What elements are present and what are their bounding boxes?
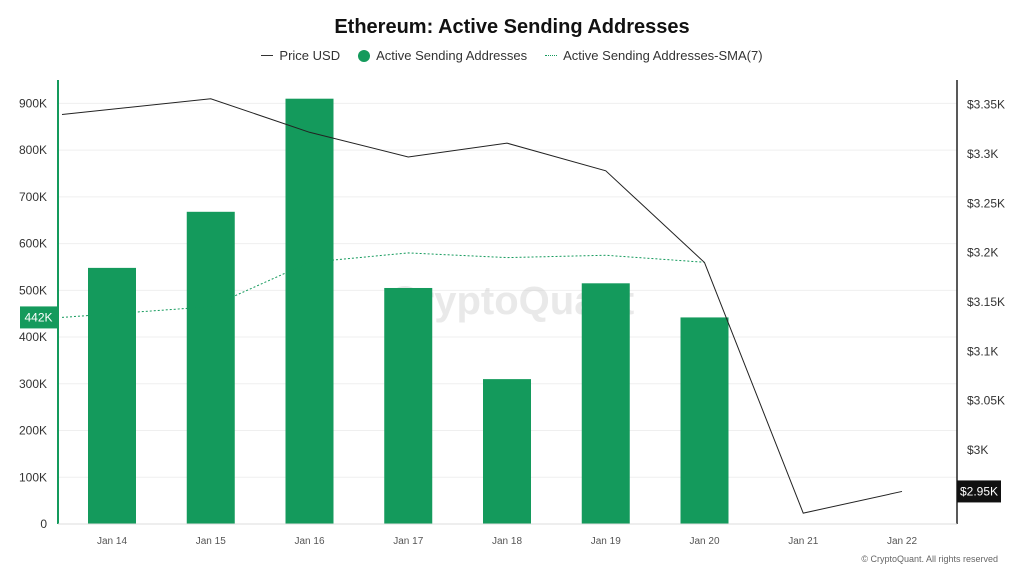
y-right-tick-label: $3.2K <box>967 246 998 260</box>
legend-dotted-line-icon <box>545 55 558 56</box>
y-left-tick-label: 200K <box>19 424 47 438</box>
y-left-tick-label: 400K <box>19 330 47 344</box>
legend-dot-icon <box>358 49 371 62</box>
chart-title: Ethereum: Active Sending Addresses <box>334 16 690 38</box>
y-left-tick-label: 300K <box>19 377 47 391</box>
bar <box>186 211 235 524</box>
y-left-tick-label: 0 <box>40 517 47 531</box>
legend-label-active-addresses: Active Sending Addresses <box>376 48 528 63</box>
bar <box>680 317 729 524</box>
y-right-tick-label: $3.1K <box>967 344 998 358</box>
y-left-tick-label: 600K <box>19 237 47 251</box>
left-value-marker <box>20 306 57 329</box>
y-right-tick-label: $3.05K <box>967 394 1005 408</box>
legend-item-price[interactable]: Price USD <box>261 48 340 63</box>
x-tick-label: Jan 21 <box>788 536 818 547</box>
legend-label-price: Price USD <box>279 48 341 63</box>
y-right-tick-label: $3.25K <box>967 196 1005 210</box>
y-right-tick-label: $3K <box>967 443 988 457</box>
x-tick-label: Jan 22 <box>887 536 917 547</box>
y-left-tick-label: 500K <box>19 283 47 297</box>
x-tick-label: Jan 20 <box>689 536 719 547</box>
x-tick-label: Jan 18 <box>492 536 522 547</box>
sma-line <box>61 252 705 318</box>
price-line <box>61 98 903 514</box>
y-right-tick-label: $3.15K <box>967 295 1005 309</box>
legend: Price USD Active Sending Addresses Activ… <box>0 48 1024 63</box>
copyright-notice: © CryptoQuant. All rights reserved <box>861 554 998 564</box>
right-value-marker-label: $2.95K <box>960 484 998 498</box>
legend-label-sma: Active Sending Addresses-SMA(7) <box>563 48 763 63</box>
x-tick-label: Jan 15 <box>196 536 226 547</box>
y-left-tick-label: 700K <box>19 190 47 204</box>
legend-item-active-addresses[interactable]: Active Sending Addresses <box>358 48 527 63</box>
y-left-tick-label: 900K <box>19 96 47 110</box>
x-tick-label: Jan 17 <box>393 536 423 547</box>
x-tick-label: Jan 19 <box>591 536 621 547</box>
left-value-marker-label: 442K <box>24 310 52 324</box>
x-tick-label: Jan 16 <box>294 536 324 547</box>
bar <box>88 267 136 524</box>
y-right-tick-label: $3.3K <box>967 147 998 161</box>
bar <box>581 283 630 524</box>
y-right-tick-label: $3.35K <box>967 98 1005 112</box>
y-left-tick-label: 100K <box>19 470 47 484</box>
bar <box>285 98 334 525</box>
y-left-tick-label: 800K <box>19 143 47 157</box>
bar <box>384 287 433 524</box>
legend-line-icon <box>261 55 274 56</box>
bar <box>483 379 531 524</box>
right-value-marker <box>957 480 1001 503</box>
legend-item-sma[interactable]: Active Sending Addresses-SMA(7) <box>545 48 763 63</box>
x-tick-label: Jan 14 <box>97 536 127 547</box>
